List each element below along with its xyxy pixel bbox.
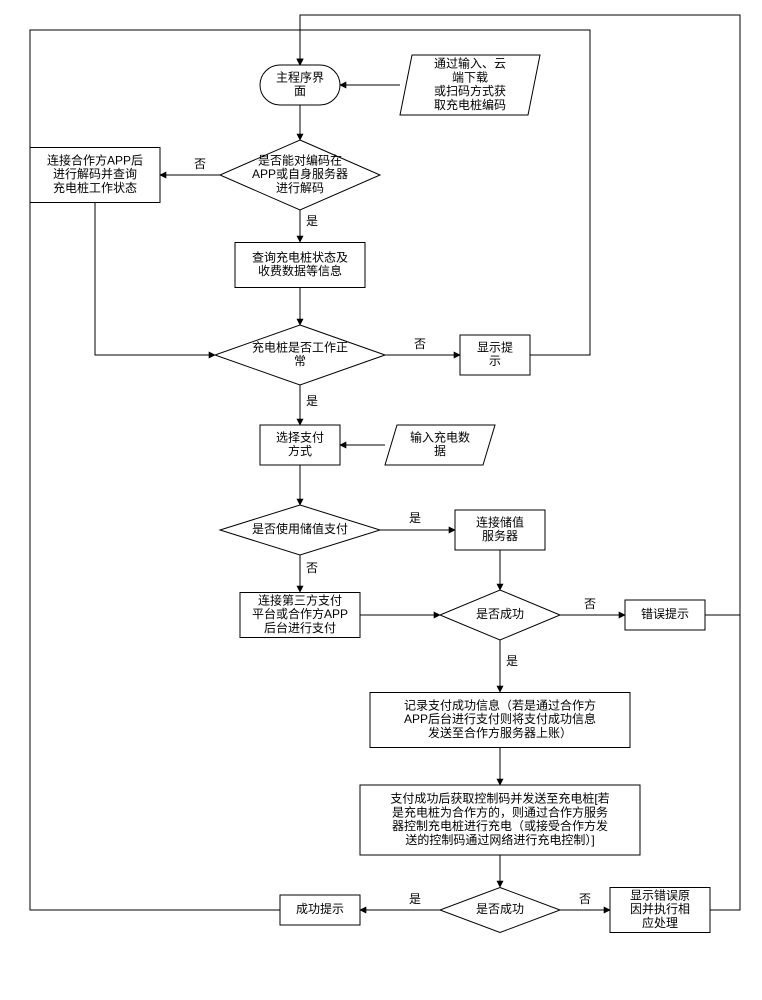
svg-text:选择支付: 选择支付 — [276, 430, 324, 444]
svg-text:显示提: 显示提 — [477, 339, 513, 354]
svg-text:面: 面 — [294, 84, 306, 98]
svg-text:是否使用储值支付: 是否使用储值支付 — [252, 521, 348, 536]
flow-node-n_record: 记录支付成功信息（若是通过合作方APP后台进行支付则将支付成功信息发送至合作方服… — [370, 693, 630, 748]
flow-node-n_start: 主程序界面 — [260, 65, 340, 105]
svg-text:充电桩是否工作正: 充电桩是否工作正 — [252, 339, 348, 354]
flow-node-n_error: 错误提示 — [625, 600, 705, 630]
flow-edge — [300, 30, 590, 355]
svg-text:是否成功: 是否成功 — [476, 607, 524, 621]
flow-node-n_decode_q: 是否能对编码在APP或自身服务器进行解码 — [220, 140, 380, 210]
flow-edge: 否 — [560, 892, 610, 910]
flow-node-n_third_party: 连接第三方支付平台或合作方APP后台进行支付 — [240, 592, 360, 637]
svg-text:是: 是 — [306, 214, 318, 228]
svg-text:发送至合作方服务器上账）: 发送至合作方服务器上账） — [428, 725, 572, 740]
svg-text:端下载: 端下载 — [452, 70, 488, 84]
flow-edge — [95, 203, 215, 355]
svg-text:是: 是 — [506, 654, 518, 668]
svg-text:或扫码方式获: 或扫码方式获 — [434, 83, 506, 98]
svg-text:据: 据 — [434, 444, 446, 458]
flow-node-n_station_ok: 充电桩是否工作正常 — [215, 325, 385, 385]
svg-text:支付成功后获取控制码并发送至充电桩[若: 支付成功后获取控制码并发送至充电桩[若 — [390, 790, 609, 805]
flow-node-n_control: 支付成功后获取控制码并发送至充电桩[若是充电桩为合作方的，则通过合作方服务器控制… — [360, 785, 640, 855]
svg-text:是: 是 — [409, 511, 421, 525]
flow-edge: 是 — [300, 385, 318, 425]
svg-text:进行解码并查询: 进行解码并查询 — [53, 167, 137, 181]
svg-text:否: 否 — [306, 561, 318, 575]
svg-text:连接第三方支付: 连接第三方支付 — [258, 592, 342, 607]
svg-text:服务器: 服务器 — [482, 528, 518, 543]
svg-text:是: 是 — [409, 892, 421, 906]
svg-text:否: 否 — [414, 337, 426, 351]
svg-text:是否能对编码在: 是否能对编码在 — [258, 152, 342, 167]
flow-node-n_show_hint: 显示提示 — [460, 335, 530, 375]
svg-text:是: 是 — [306, 394, 318, 408]
svg-text:充电桩工作状态: 充电桩工作状态 — [53, 180, 137, 195]
svg-text:是充电桩为合作方的，则通过合作方服务: 是充电桩为合作方的，则通过合作方服务 — [392, 804, 608, 819]
flow-node-n_success_q: 是否成功 — [440, 590, 560, 640]
svg-text:通过输入、云: 通过输入、云 — [434, 55, 506, 70]
svg-text:因并执行相: 因并执行相 — [630, 902, 690, 916]
flow-node-n_ok_hint: 成功提示 — [280, 895, 360, 925]
svg-text:否: 否 — [579, 892, 591, 906]
flow-node-n_stored_q: 是否使用储值支付 — [220, 505, 380, 555]
svg-text:示: 示 — [489, 354, 501, 368]
flow-edge — [300, 15, 740, 910]
flow-edge: 否 — [560, 597, 625, 615]
flow-edge: 否 — [160, 157, 220, 175]
svg-text:平台或合作方APP: 平台或合作方APP — [252, 606, 348, 621]
svg-text:查询充电桩状态及: 查询充电桩状态及 — [252, 249, 348, 264]
svg-text:器控制充电桩进行充电（或接受合作方发: 器控制充电桩进行充电（或接受合作方发 — [392, 818, 608, 833]
flow-edge: 是 — [500, 640, 518, 692]
svg-text:收费数据等信息: 收费数据等信息 — [258, 263, 342, 278]
svg-text:显示错误原: 显示错误原 — [630, 888, 690, 902]
svg-text:否: 否 — [584, 597, 596, 611]
svg-text:成功提示: 成功提示 — [296, 901, 344, 916]
flow-edge: 否 — [385, 337, 460, 355]
flowchart-diagram: 否是否是是否否是是否主程序界面通过输入、云端下载或扫码方式获取充电桩编码是否能对… — [0, 0, 762, 1000]
svg-text:连接储值: 连接储值 — [476, 514, 524, 529]
svg-text:连接合作方APP后: 连接合作方APP后 — [47, 152, 143, 167]
flow-node-n_input_charge: 输入充电数据 — [385, 425, 495, 465]
flow-node-n_input_code: 通过输入、云端下载或扫码方式获取充电桩编码 — [400, 55, 540, 115]
svg-text:APP后台进行支付则将支付成功信息: APP后台进行支付则将支付成功信息 — [404, 711, 596, 726]
svg-text:后台进行支付: 后台进行支付 — [264, 620, 336, 635]
svg-text:取充电桩编码: 取充电桩编码 — [434, 97, 506, 112]
svg-text:APP或自身服务器: APP或自身服务器 — [252, 166, 348, 181]
flow-edge: 否 — [300, 555, 318, 592]
svg-text:常: 常 — [294, 354, 306, 368]
svg-text:输入充电数: 输入充电数 — [410, 429, 470, 444]
flow-edge: 是 — [300, 210, 318, 242]
svg-text:应处理: 应处理 — [642, 915, 678, 930]
flow-node-n_select_pay: 选择支付方式 — [260, 425, 340, 465]
flow-node-n_stored_server: 连接储值服务器 — [455, 510, 545, 550]
flow-node-n_error_reason: 显示错误原因并执行相应处理 — [610, 888, 710, 933]
flow-edge: 是 — [360, 892, 440, 910]
svg-text:方式: 方式 — [288, 443, 312, 458]
svg-text:送的控制码通过网络进行充电控制）]: 送的控制码通过网络进行充电控制）] — [405, 832, 594, 847]
flow-node-n_query: 查询充电桩状态及收费数据等信息 — [235, 243, 365, 288]
svg-text:错误提示: 错误提示 — [641, 606, 689, 621]
svg-text:否: 否 — [194, 157, 206, 171]
svg-text:记录支付成功信息（若是通过合作方: 记录支付成功信息（若是通过合作方 — [404, 697, 596, 712]
flow-node-n_final_q: 是否成功 — [440, 888, 560, 933]
flow-node-n_partner_decode: 连接合作方APP后进行解码并查询充电桩工作状态 — [30, 148, 160, 203]
flow-edge: 是 — [380, 511, 455, 530]
svg-text:是否成功: 是否成功 — [476, 902, 524, 916]
svg-text:主程序界: 主程序界 — [276, 69, 324, 84]
svg-text:进行解码: 进行解码 — [276, 181, 324, 195]
